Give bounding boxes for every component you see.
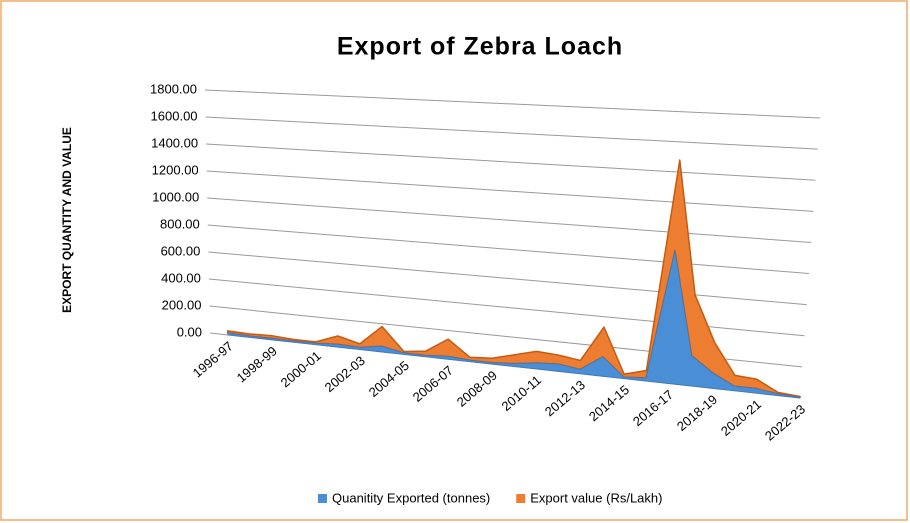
- grid-line: [206, 143, 816, 181]
- grid-line: [207, 197, 812, 243]
- y-tick-label: 1400.00: [151, 135, 198, 150]
- legend-swatch: [318, 494, 327, 503]
- chart-title: Export of Zebra Loach: [337, 33, 623, 61]
- y-tick-label: 1200.00: [152, 162, 199, 177]
- grid-line: [206, 170, 814, 212]
- legend-label: Export value (Rs/Lakh): [530, 490, 662, 505]
- legend-swatch: [516, 494, 526, 503]
- grid-line: [207, 224, 809, 275]
- y-tick-label: 1000.00: [152, 189, 199, 204]
- y-tick-label: 1600.00: [151, 108, 198, 123]
- grid-line: [205, 116, 818, 150]
- y-tick-label: 600.00: [161, 243, 201, 258]
- grid-line: [208, 251, 807, 306]
- y-axis-label: EXPORT QUANTITY AND VALUE: [60, 127, 74, 313]
- y-tick-label: 400.00: [161, 270, 201, 285]
- y-tick-label: 1800.00: [150, 81, 197, 96]
- grid-line: [204, 89, 821, 119]
- y-tick-label: 800.00: [160, 216, 200, 231]
- y-tick-label: 0.00: [177, 324, 202, 339]
- area-series-1: [227, 250, 801, 399]
- legend-label: Quanitity Exported (tonnes): [332, 490, 490, 505]
- y-tick-label: 200.00: [162, 297, 202, 312]
